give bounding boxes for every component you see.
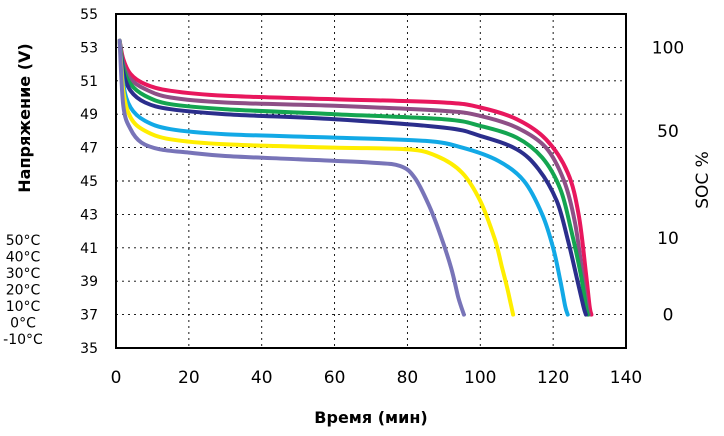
discharge-curve-30c <box>117 38 590 317</box>
y-tick-label: 41 <box>80 241 98 257</box>
temperature-legend: 50°C40°C30°C20°C10°C0°C-10°C <box>3 233 43 348</box>
y-axis-label: Напряжение (V) <box>15 43 34 192</box>
x-tick-label: 40 <box>251 368 273 388</box>
y-tick-label: 43 <box>80 207 98 223</box>
plot-frame <box>115 13 627 349</box>
curves <box>117 38 594 317</box>
temperature-label: 10°C <box>6 299 41 315</box>
soc-tick-label: 50 <box>657 122 679 142</box>
x-tick-label: 100 <box>464 368 496 388</box>
x-tick-label: 120 <box>537 368 569 388</box>
discharge-curve-minus10c <box>117 38 466 317</box>
y-tick-label: 49 <box>80 107 98 123</box>
y-tick-label: 47 <box>80 141 98 157</box>
y-tick-labels: 35 37 39 41 43 45 47 49 51 53 55 <box>80 7 98 357</box>
discharge-curve-0c <box>117 38 516 317</box>
grid-lines <box>116 14 626 348</box>
x-tick-label: 60 <box>324 368 346 388</box>
x-axis-label: Время (мин) <box>314 408 427 427</box>
x-tick-label: 140 <box>610 368 642 388</box>
y-tick-label: 39 <box>80 274 98 290</box>
soc-axis-label: SOC % <box>693 151 713 209</box>
discharge-curve-10c <box>117 38 570 317</box>
y-tick-label: 35 <box>80 341 98 357</box>
temperature-label: 30°C <box>6 266 41 282</box>
x-tick-label: 0 <box>111 368 122 388</box>
x-tick-labels: 0 20 40 60 80 100 120 140 <box>111 368 643 388</box>
x-tick-label: 20 <box>178 368 200 388</box>
x-tick-label: 80 <box>397 368 419 388</box>
discharge-curve-50c <box>117 38 594 317</box>
temperature-label: 20°C <box>6 283 41 299</box>
discharge-curve-40c <box>117 38 591 317</box>
y-tick-label: 37 <box>80 308 98 324</box>
soc-tick-label: 100 <box>652 38 684 58</box>
y-tick-label: 55 <box>80 7 98 23</box>
discharge-curve-20c <box>117 38 588 317</box>
y-tick-label: 53 <box>80 40 98 56</box>
y-tick-label: 45 <box>80 174 98 190</box>
y-tick-label: 51 <box>80 74 98 90</box>
soc-tick-label: 10 <box>657 229 679 249</box>
temperature-label: 40°C <box>6 250 41 266</box>
temperature-label: 50°C <box>6 233 41 249</box>
temperature-label: -10°C <box>3 332 43 348</box>
temperature-label: 0°C <box>10 316 36 332</box>
soc-tick-label: 0 <box>663 306 674 326</box>
